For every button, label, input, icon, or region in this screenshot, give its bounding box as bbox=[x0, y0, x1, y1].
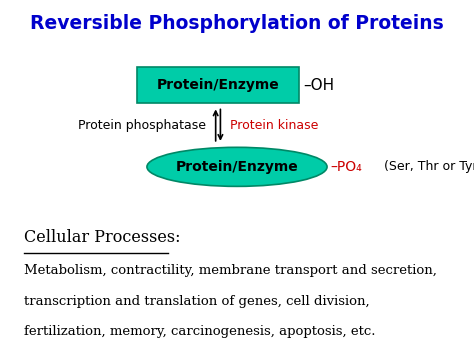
Text: Protein kinase: Protein kinase bbox=[230, 119, 318, 132]
Text: (Ser, Thr or Tyr): (Ser, Thr or Tyr) bbox=[384, 160, 474, 173]
Text: fertilization, memory, carcinogenesis, apoptosis, etc.: fertilization, memory, carcinogenesis, a… bbox=[24, 325, 375, 338]
Text: –OH: –OH bbox=[303, 78, 335, 93]
Text: Reversible Phosphorylation of Proteins: Reversible Phosphorylation of Proteins bbox=[30, 14, 444, 33]
Text: Metabolism, contractility, membrane transport and secretion,: Metabolism, contractility, membrane tran… bbox=[24, 264, 437, 278]
FancyBboxPatch shape bbox=[137, 67, 299, 103]
Ellipse shape bbox=[147, 147, 327, 186]
Text: Protein phosphatase: Protein phosphatase bbox=[78, 119, 206, 132]
Text: Protein/Enzyme: Protein/Enzyme bbox=[157, 78, 279, 92]
Text: Cellular Processes:: Cellular Processes: bbox=[24, 229, 180, 246]
Text: –PO₄: –PO₄ bbox=[331, 160, 363, 174]
Text: Protein/Enzyme: Protein/Enzyme bbox=[176, 160, 298, 174]
Text: transcription and translation of genes, cell division,: transcription and translation of genes, … bbox=[24, 295, 369, 308]
